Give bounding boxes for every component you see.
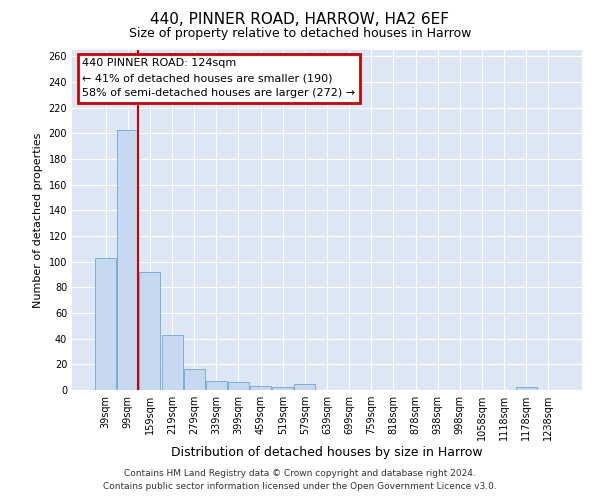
Text: Size of property relative to detached houses in Harrow: Size of property relative to detached ho… bbox=[129, 28, 471, 40]
Bar bbox=[250, 386, 271, 390]
Bar bbox=[206, 381, 227, 390]
Bar bbox=[184, 370, 205, 390]
Bar bbox=[515, 388, 536, 390]
Bar bbox=[228, 382, 249, 390]
Bar bbox=[272, 388, 293, 390]
Text: Contains HM Land Registry data © Crown copyright and database right 2024.
Contai: Contains HM Land Registry data © Crown c… bbox=[103, 470, 497, 491]
Bar bbox=[95, 258, 116, 390]
Bar bbox=[295, 384, 316, 390]
Bar bbox=[118, 130, 139, 390]
Text: 440, PINNER ROAD, HARROW, HA2 6EF: 440, PINNER ROAD, HARROW, HA2 6EF bbox=[151, 12, 449, 28]
X-axis label: Distribution of detached houses by size in Harrow: Distribution of detached houses by size … bbox=[171, 446, 483, 459]
Text: 440 PINNER ROAD: 124sqm
← 41% of detached houses are smaller (190)
58% of semi-d: 440 PINNER ROAD: 124sqm ← 41% of detache… bbox=[82, 58, 355, 98]
Y-axis label: Number of detached properties: Number of detached properties bbox=[33, 132, 43, 308]
Bar bbox=[161, 335, 182, 390]
Bar bbox=[139, 272, 160, 390]
